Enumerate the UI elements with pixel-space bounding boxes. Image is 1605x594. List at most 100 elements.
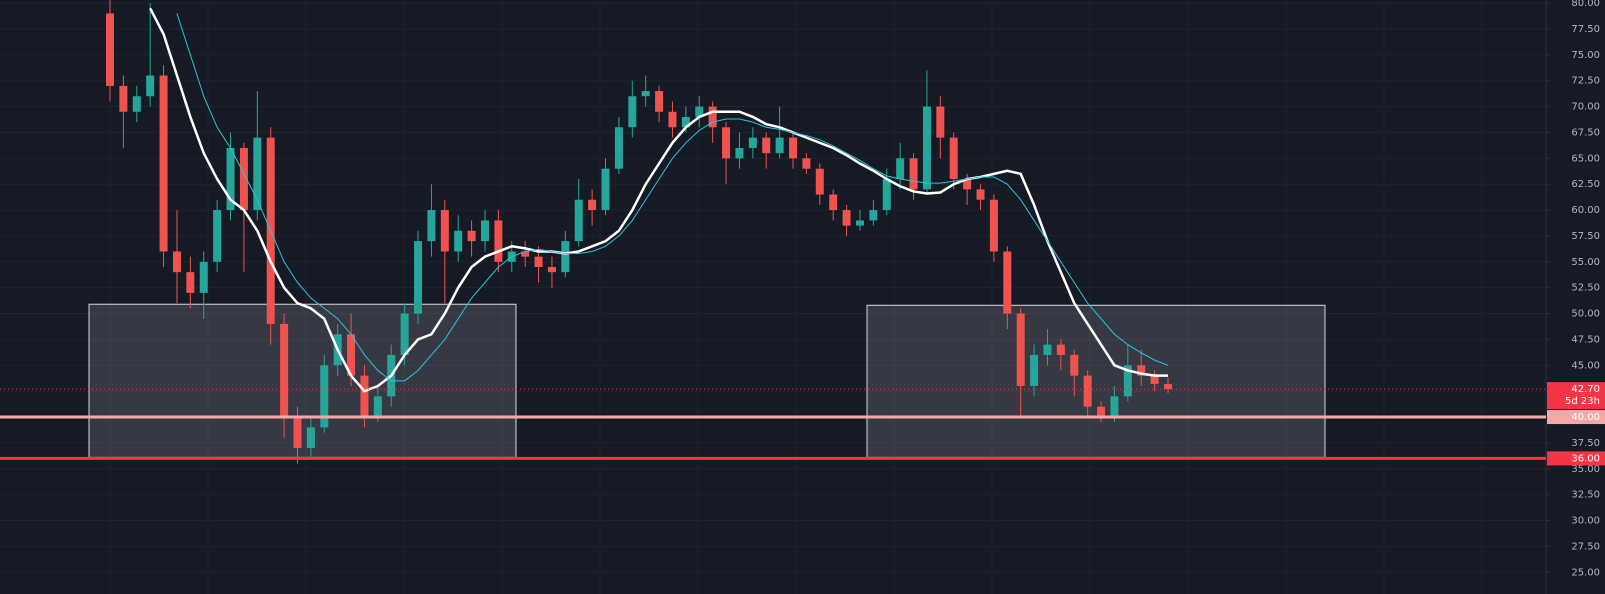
candle-body	[882, 179, 891, 211]
last-price-label: 42.70	[1571, 384, 1600, 395]
y-tick-label: 67.50	[1571, 127, 1600, 138]
candle-body	[708, 106, 717, 128]
candle-body	[1097, 406, 1106, 418]
candle-body	[427, 210, 436, 242]
candle-body	[494, 220, 503, 262]
candle-body	[762, 137, 771, 154]
candle-body	[199, 261, 208, 293]
candle-body	[146, 75, 155, 97]
candle-body	[1043, 344, 1052, 355]
candle-body	[1030, 354, 1039, 386]
candle-body	[1123, 365, 1132, 397]
candle-body	[467, 230, 476, 242]
y-tick-label: 45.00	[1571, 360, 1600, 371]
y-tick-label: 70.00	[1571, 102, 1600, 113]
candle-body	[815, 168, 824, 195]
y-tick-label: 72.50	[1571, 76, 1600, 87]
candle-body	[641, 91, 650, 97]
y-tick-label: 37.50	[1571, 438, 1600, 449]
y-tick-label: 30.00	[1571, 516, 1600, 527]
candle-body	[909, 158, 918, 190]
candle-body	[320, 365, 329, 428]
candle-body	[655, 91, 664, 112]
y-tick-label: 75.00	[1571, 50, 1600, 61]
candle-body	[440, 210, 449, 252]
candle-body	[1164, 383, 1172, 390]
candle-body	[1016, 313, 1025, 386]
y-tick-label: 32.50	[1571, 490, 1600, 501]
candle-body	[855, 220, 864, 226]
candle-body	[1003, 251, 1012, 314]
level-label: 40.00	[1571, 412, 1600, 423]
zone	[88, 303, 517, 458]
candle-body	[1137, 365, 1146, 376]
candle-body	[936, 106, 945, 138]
candle-body	[1070, 354, 1079, 376]
candle-body	[561, 241, 570, 273]
candle-body	[574, 199, 583, 242]
candle-body	[521, 251, 530, 257]
candle-body	[373, 396, 382, 418]
candle-body	[280, 323, 289, 418]
candle-body	[172, 251, 181, 273]
zone	[866, 304, 1326, 458]
candle-body	[132, 96, 141, 112]
candle-body	[614, 127, 623, 169]
last-price-badge	[1547, 382, 1605, 410]
candle-body	[668, 111, 677, 128]
y-tick-label: 62.50	[1571, 179, 1600, 190]
candle-body	[239, 147, 248, 211]
candle-body	[748, 137, 757, 148]
candle-body	[588, 199, 597, 211]
y-tick-label: 80.00	[1571, 0, 1600, 9]
candle-body	[159, 75, 168, 252]
candle-body	[454, 230, 463, 252]
y-tick-label: 27.50	[1571, 541, 1600, 552]
candle-body	[789, 137, 798, 159]
candle-body	[989, 199, 998, 252]
candle-body	[963, 179, 972, 190]
countdown-label: 5d 23h	[1565, 396, 1600, 407]
candle-body	[119, 85, 128, 112]
candle-body	[360, 375, 369, 418]
candle-body	[347, 334, 356, 376]
y-tick-label: 60.00	[1571, 205, 1600, 216]
y-tick-label: 57.50	[1571, 231, 1600, 242]
candle-body	[829, 194, 838, 211]
candle-body	[400, 313, 409, 355]
candle-body	[922, 106, 931, 190]
candle-body	[802, 158, 811, 169]
candle-body	[226, 147, 235, 211]
candle-body	[722, 127, 731, 159]
candle-body	[534, 256, 543, 267]
level-badge	[1547, 410, 1605, 425]
y-tick-label: 77.50	[1571, 24, 1600, 35]
y-tick-label: 55.00	[1571, 257, 1600, 268]
candle-body	[896, 158, 905, 180]
candle-body	[695, 106, 704, 117]
y-tick-label: 47.50	[1571, 334, 1600, 345]
level-badge	[1547, 451, 1605, 466]
candle-body	[735, 147, 744, 159]
candle-body	[869, 210, 878, 221]
candle-body	[414, 241, 423, 314]
candle-body	[213, 210, 222, 262]
candle-body	[186, 272, 195, 293]
candle-body	[681, 116, 690, 128]
candle-body	[253, 137, 262, 211]
candle-body	[1083, 375, 1092, 407]
candle-body	[1150, 375, 1159, 384]
y-tick-label: 65.00	[1571, 153, 1600, 164]
candle-body	[106, 13, 114, 86]
candle-body	[547, 266, 556, 273]
candle-body	[306, 427, 315, 449]
y-tick-label: 52.50	[1571, 283, 1600, 294]
y-tick-label: 25.00	[1571, 567, 1600, 578]
moving-average	[176, 13, 1169, 382]
candle-body	[1110, 396, 1119, 418]
candle-body	[1056, 344, 1065, 355]
candle-body	[842, 210, 851, 226]
